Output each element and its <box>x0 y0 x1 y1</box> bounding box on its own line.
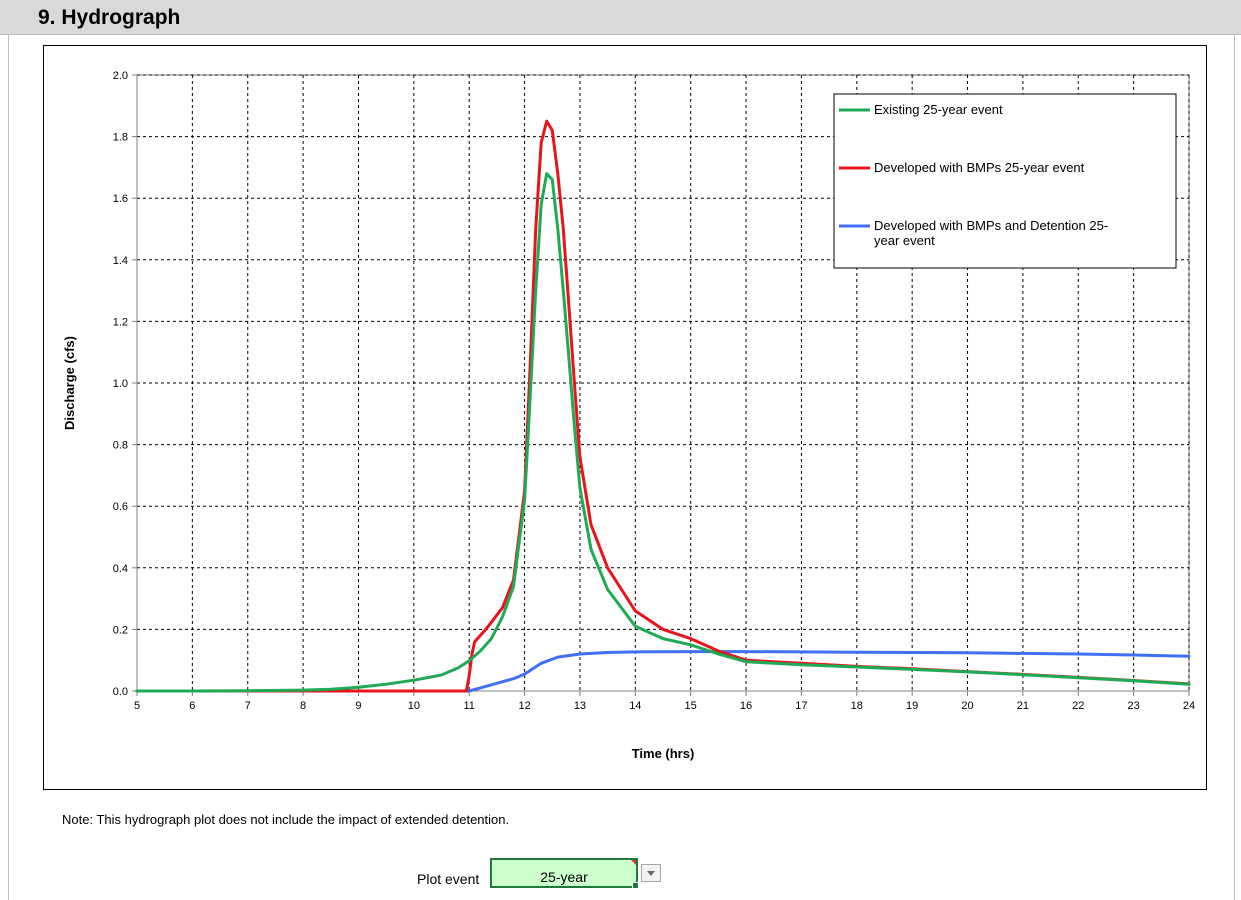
y-tick-label: 0.8 <box>113 440 128 452</box>
plot-event-dropdown-button[interactable] <box>641 864 661 882</box>
y-tick-label: 1.8 <box>113 132 128 144</box>
section-divider <box>0 34 1241 35</box>
x-tick-label: 11 <box>463 700 474 712</box>
y-axis-title: Discharge (cfs) <box>62 336 77 430</box>
series-line-1 <box>135 172 1191 693</box>
legend-label-1: Existing 25-year event <box>874 102 1003 117</box>
y-tick-label: 0.2 <box>113 624 128 636</box>
x-tick-label: 19 <box>906 700 918 712</box>
cell-fill-handle[interactable] <box>632 882 639 889</box>
x-tick-label: 15 <box>685 700 697 712</box>
x-tick-label: 23 <box>1128 700 1140 712</box>
x-tick-label: 16 <box>740 700 752 712</box>
x-tick-label: 6 <box>189 700 195 712</box>
x-tick-label: 18 <box>851 700 863 712</box>
x-tick-label: 12 <box>518 700 530 712</box>
y-tick-label: 0.6 <box>113 501 128 513</box>
x-tick-label: 17 <box>795 700 807 712</box>
y-tick-label: 1.2 <box>113 316 128 328</box>
hydrograph-chart: 5 6 7 8 9 10 11 12 13 14 15 16 17 18 19 20 21 22 23 24 0.0 0.… <box>43 45 1207 790</box>
section-header: 9. Hydrograph <box>0 0 1241 34</box>
y-tick-label: 0.0 <box>113 686 128 698</box>
x-axis-title: Time (hrs) <box>632 746 695 761</box>
chevron-down-icon <box>647 871 655 876</box>
x-tick-label: 7 <box>245 700 251 712</box>
y-tick-label: 0.4 <box>113 563 128 575</box>
legend-label-3: Developed with BMPs and Detention 25-yea… <box>874 218 1108 248</box>
hydrograph-note: Note: This hydrograph plot does not incl… <box>62 812 510 827</box>
sheet-left-border <box>8 34 9 900</box>
x-tick-label: 20 <box>961 700 973 712</box>
y-tick-label: 1.0 <box>113 378 128 390</box>
y-tick-label: 1.6 <box>113 193 128 205</box>
x-tick-label: 13 <box>574 700 586 712</box>
x-tick-label: 10 <box>408 700 420 712</box>
x-tick-label: 9 <box>355 700 361 712</box>
plot-event-value: 25-year <box>540 869 588 885</box>
x-tick-label: 24 <box>1183 700 1195 712</box>
y-tick-label: 2.0 <box>113 70 128 82</box>
x-tick-label: 14 <box>629 700 641 712</box>
x-tick-label: 22 <box>1072 700 1084 712</box>
x-tick-label: 21 <box>1017 700 1029 712</box>
legend-box <box>833 93 1177 269</box>
section-title: 9. Hydrograph <box>38 6 181 29</box>
comment-indicator-icon <box>631 860 636 865</box>
y-tick-label: 1.4 <box>113 255 128 267</box>
x-tick-label: 5 <box>134 700 140 712</box>
plot-event-select[interactable]: 25-year <box>490 858 639 889</box>
sheet-right-border <box>1234 34 1235 900</box>
chart-svg: 5 6 7 8 9 10 11 12 13 14 15 16 17 18 19 20 21 22 23 24 0.0 0.… <box>62 70 1195 761</box>
x-tick-label: 8 <box>300 700 306 712</box>
legend-label-2: Developed with BMPs 25-year event <box>874 160 1085 175</box>
plot-event-label: Plot event <box>417 871 480 887</box>
